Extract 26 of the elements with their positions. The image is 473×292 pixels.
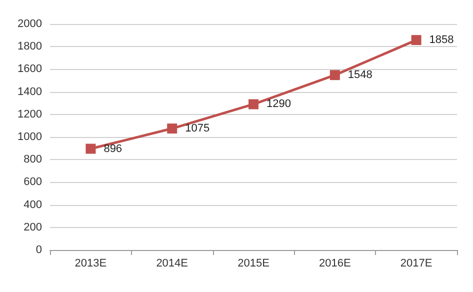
point bbox=[330, 70, 340, 80]
x-tick-label: 2014E bbox=[156, 258, 188, 270]
y-tick-label: 1000 bbox=[18, 131, 42, 143]
x-tick-label: 2015E bbox=[238, 258, 270, 270]
data-label: 1075 bbox=[185, 122, 210, 135]
x-tick-label: 2016E bbox=[318, 258, 351, 270]
data-label: 1548 bbox=[348, 69, 372, 82]
data-label: 896 bbox=[104, 142, 122, 155]
y-tick-label: 800 bbox=[24, 154, 42, 166]
point bbox=[167, 124, 178, 134]
y-tick-label: 600 bbox=[24, 176, 42, 188]
data-label: 1290 bbox=[266, 98, 291, 110]
point bbox=[86, 144, 96, 154]
point bbox=[248, 99, 258, 110]
y-tick-label: 2000 bbox=[18, 18, 42, 30]
y-tick-label: 1800 bbox=[18, 40, 42, 53]
y-tick-label: 1600 bbox=[18, 63, 42, 76]
y-tick-label: 0 bbox=[36, 244, 42, 256]
y-tick-label: 400 bbox=[24, 198, 42, 211]
data-label: 1858 bbox=[429, 34, 454, 46]
y-tick-label: 200 bbox=[24, 221, 42, 234]
y-tick-label: 1400 bbox=[18, 86, 42, 98]
y-tick-label: 1200 bbox=[18, 108, 42, 120]
point bbox=[411, 35, 422, 46]
x-tick-label: 2013E bbox=[74, 258, 107, 270]
x-tick-label: 2017E bbox=[400, 258, 432, 270]
